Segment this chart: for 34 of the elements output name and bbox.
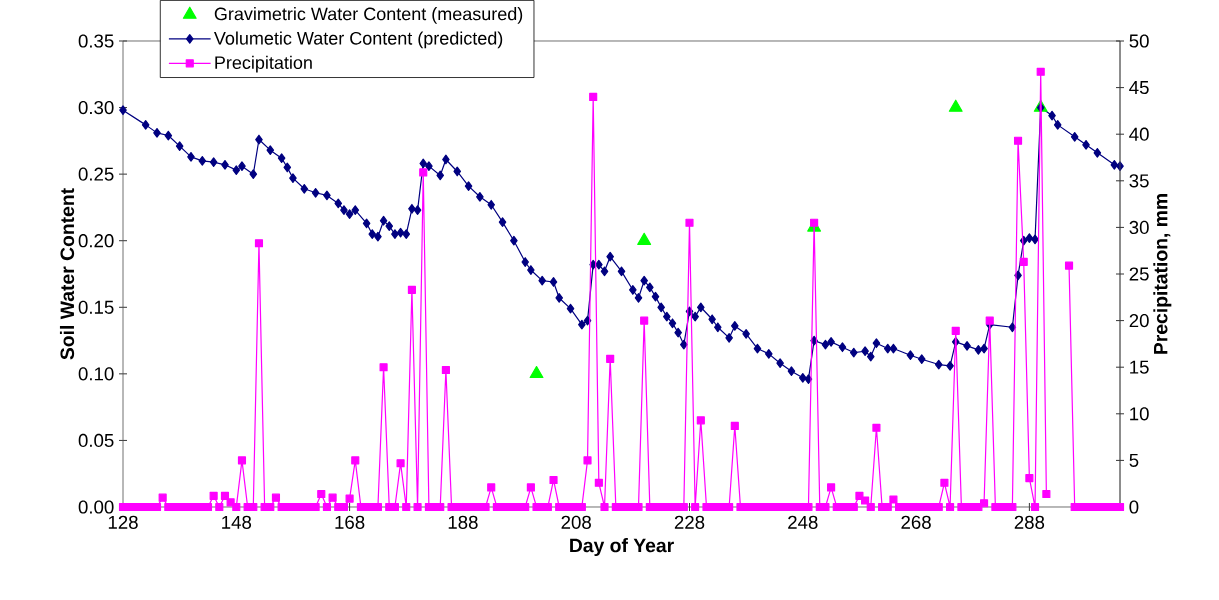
y-tick-label: 0.15 bbox=[78, 300, 114, 314]
x-tick-label: 248 bbox=[788, 515, 818, 529]
y-tick-label: 0.30 bbox=[78, 100, 114, 115]
y-tick-label: 0.05 bbox=[78, 433, 114, 448]
x-tick-label: 168 bbox=[335, 515, 365, 529]
y2-tick-label: 45 bbox=[1129, 81, 1149, 95]
legend-label: Precipitation bbox=[215, 55, 312, 73]
legend-label: Volumetic Water Content (predicted) bbox=[213, 31, 503, 49]
x-tick-label: 208 bbox=[561, 515, 591, 529]
x-tick-label: 128 bbox=[108, 515, 138, 529]
x-tick-label: 228 bbox=[674, 515, 705, 529]
y2-axis-title: Precipitation, mm bbox=[1153, 194, 1172, 354]
y2-tick-label: 10 bbox=[1130, 407, 1149, 421]
y2-tick-label: 0 bbox=[1129, 500, 1139, 514]
x-tick-label: 188 bbox=[448, 515, 478, 529]
y-tick-label: 0.10 bbox=[78, 367, 114, 381]
y2-tick-label: 15 bbox=[1130, 360, 1149, 374]
x-tick-label: 148 bbox=[222, 515, 252, 529]
x-tick-label: 268 bbox=[901, 515, 931, 529]
y2-tick-label: 20 bbox=[1129, 313, 1149, 328]
y-tick-label: 0.35 bbox=[78, 34, 114, 48]
y2-tick-label: 30 bbox=[1129, 220, 1149, 235]
x-tick-label: 288 bbox=[1014, 515, 1045, 529]
y2-tick-label: 50 bbox=[1129, 34, 1149, 48]
y-tick-label: 0.25 bbox=[78, 167, 114, 181]
legend-label: Gravimetric Water Content (measured) bbox=[214, 7, 523, 24]
x-axis-title: Day of Year bbox=[570, 538, 674, 557]
y-tick-label: 0.20 bbox=[78, 234, 114, 248]
y2-tick-label: 35 bbox=[1129, 174, 1149, 188]
y2-tick-label: 5 bbox=[1129, 453, 1139, 467]
y2-tick-label: 40 bbox=[1129, 127, 1149, 141]
y2-tick-label: 25 bbox=[1129, 267, 1149, 281]
y-tick-label: 0.00 bbox=[78, 500, 114, 514]
y-axis-title: Soil Water Content bbox=[59, 188, 75, 360]
